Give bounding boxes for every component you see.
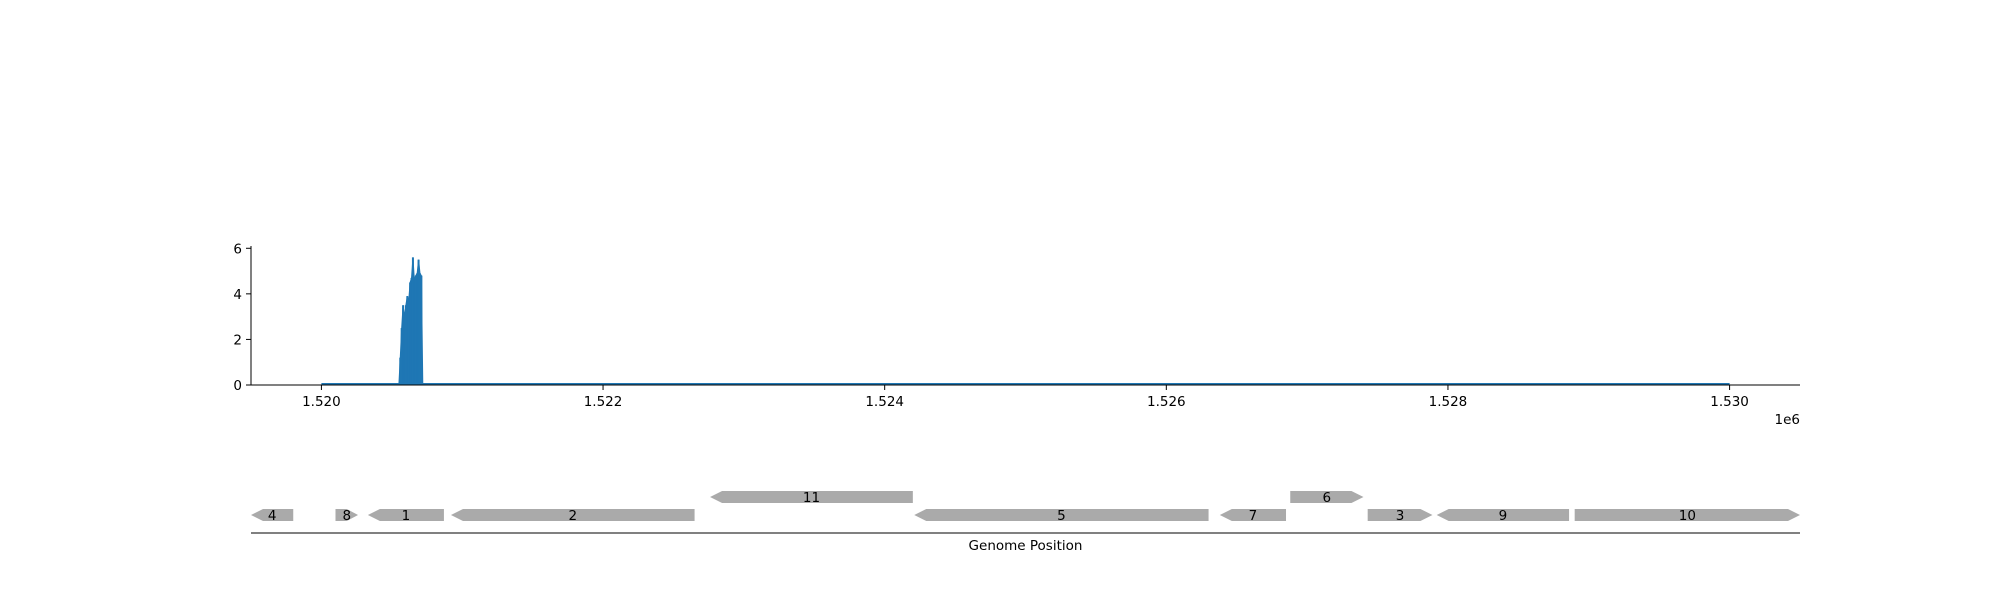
coverage-area-layer — [398, 257, 425, 386]
gene-10: 10 — [1574, 508, 1800, 524]
x-ticks: 1.520 1.522 1.524 1.526 1.528 1.530 — [302, 385, 1749, 410]
gene-label: 10 — [1679, 508, 1696, 524]
x-tick-label: 1.524 — [865, 394, 904, 410]
coverage-axes: 1.520 1.522 1.524 1.526 1.528 1.530 0 2 4 6 1e6 — [233, 241, 1800, 428]
gene-5: 5 — [914, 508, 1209, 524]
gene-arrow — [710, 491, 913, 503]
gene-track-xlabel: Genome Position — [969, 538, 1083, 554]
gene-label: 4 — [268, 508, 277, 524]
gene-arrow — [450, 509, 695, 521]
gene-7: 7 — [1219, 508, 1287, 524]
gene-label: 3 — [1396, 508, 1405, 524]
y-tick-label: 0 — [233, 378, 242, 394]
gene-11: 11 — [710, 490, 913, 506]
gene-2: 2 — [450, 508, 695, 524]
y-ticks: 0 2 4 6 — [233, 241, 251, 394]
gene-arrow — [367, 509, 444, 521]
x-tick-label: 1.530 — [1710, 394, 1749, 410]
gene-4: 4 — [251, 508, 294, 524]
gene-arrow — [251, 509, 294, 521]
gene-1: 1 — [367, 508, 444, 524]
gene-3: 3 — [1367, 508, 1433, 524]
y-tick-label: 6 — [233, 241, 242, 257]
gene-arrow — [1436, 509, 1570, 521]
gene-label: 8 — [342, 508, 351, 524]
gene-6: 6 — [1290, 490, 1364, 506]
y-tick-label: 2 — [233, 332, 242, 348]
x-tick-label: 1.528 — [1429, 394, 1468, 410]
gene-9: 9 — [1436, 508, 1570, 524]
gene-arrow — [1574, 509, 1800, 521]
x-offset-label: 1e6 — [1775, 412, 1800, 428]
gene-arrow — [335, 509, 359, 521]
gene-8: 8 — [335, 508, 359, 524]
y-tick-label: 4 — [233, 287, 242, 303]
gene-label: 7 — [1249, 508, 1258, 524]
gene-label: 9 — [1499, 508, 1508, 524]
gene-label: 5 — [1057, 508, 1066, 524]
gene-label: 6 — [1323, 490, 1332, 506]
gene-label: 11 — [803, 490, 820, 506]
gene-label: 2 — [568, 508, 577, 524]
x-tick-label: 1.522 — [584, 394, 623, 410]
gene-arrow — [914, 509, 1209, 521]
gene-arrow — [1367, 509, 1433, 521]
gene-label: 1 — [402, 508, 411, 524]
x-tick-label: 1.526 — [1147, 394, 1186, 410]
x-tick-label: 1.520 — [302, 394, 341, 410]
gene-arrow — [1290, 491, 1364, 503]
gene-arrow — [1219, 509, 1287, 521]
